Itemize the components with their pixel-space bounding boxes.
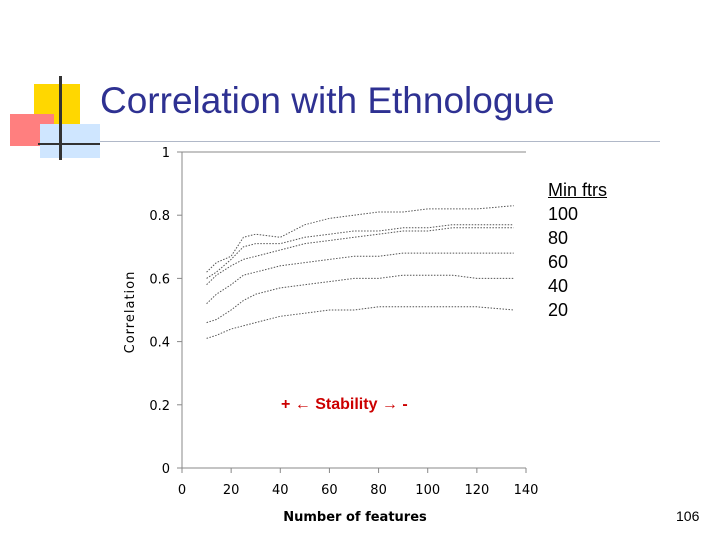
x-tick-label: 40 [272, 483, 289, 498]
y-tick-label: 0.2 [149, 399, 170, 414]
legend-title: Min ftrs [548, 180, 608, 200]
x-tick-label: 140 [514, 483, 539, 498]
page-number: 106 [676, 508, 700, 524]
deco-blue-square [40, 124, 100, 158]
x-tick-label: 20 [223, 483, 240, 498]
y-tick-label: 0.8 [149, 209, 170, 224]
x-axis-label: Number of features [283, 510, 427, 525]
ticks-layer: 0 20 40 60 80 100 120 140 0 0.2 0.4 0.6 0.8 1 [149, 146, 538, 498]
legend-entry: 20 [548, 300, 569, 320]
legend: Min ftrs 100 80 60 40 20 [548, 178, 607, 322]
legend-entry: 100 [548, 204, 579, 224]
x-tick-label: 80 [370, 483, 387, 498]
y-tick-label: 1 [162, 146, 170, 161]
series-line [206, 205, 514, 273]
x-tick-label: 0 [178, 483, 186, 498]
x-tick-label: 100 [415, 483, 440, 498]
series-line [206, 274, 514, 324]
axes-layer [181, 151, 526, 469]
series-line [206, 252, 514, 305]
series-line [206, 227, 514, 286]
legend-entry: 80 [548, 228, 569, 248]
y-axis-label: Correlation [123, 271, 138, 354]
legend-entry: 40 [548, 276, 569, 296]
series-layer [206, 205, 514, 339]
title-underline [100, 141, 660, 142]
stability-annotation: + ← Stability → - [281, 396, 408, 413]
slide-title: Correlation with Ethnologue [100, 80, 555, 121]
series-line [206, 306, 514, 339]
deco-horizontal-line [38, 143, 100, 145]
y-tick-label: 0.6 [149, 272, 170, 287]
y-tick-label: 0 [162, 462, 170, 477]
deco-vertical-line [59, 76, 62, 160]
x-tick-label: 120 [464, 483, 489, 498]
series-line [206, 224, 514, 279]
legend-entry: 60 [548, 252, 569, 272]
x-tick-label: 60 [321, 483, 338, 498]
y-tick-label: 0.4 [149, 336, 170, 351]
